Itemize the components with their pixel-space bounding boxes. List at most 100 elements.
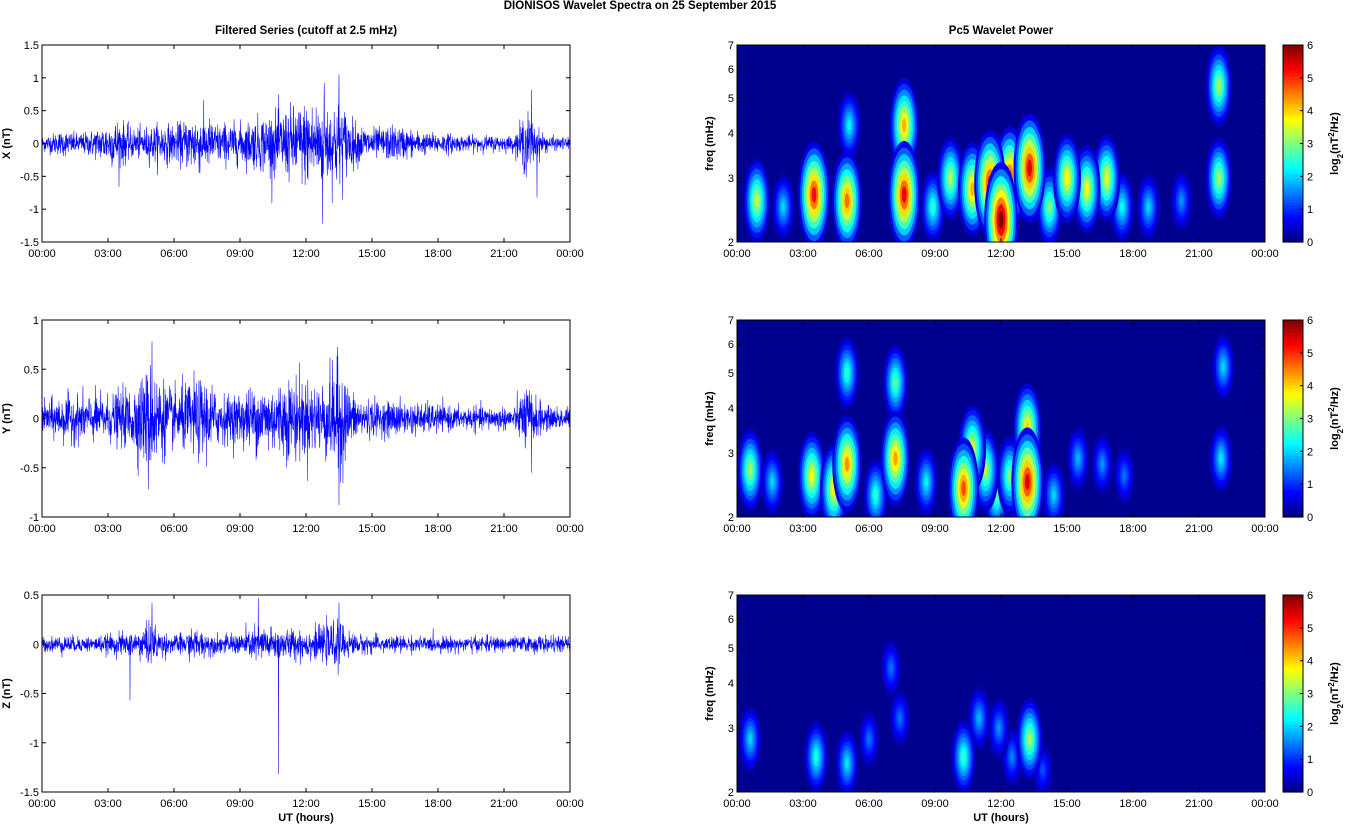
power-blob — [832, 415, 862, 513]
x-tick-label: 00:00 — [28, 248, 56, 260]
y-tick-label: 2 — [728, 237, 734, 249]
power-blob — [760, 447, 784, 516]
y-tick-label: 4 — [728, 678, 734, 690]
colorbar-label: log2(nT2/Hz) — [1327, 387, 1345, 450]
y-tick-label: 6 — [728, 339, 734, 351]
power-blobs — [738, 637, 1054, 792]
y-tick-label: 5 — [728, 368, 734, 380]
colorbar-tick-label: 1 — [1307, 479, 1313, 491]
power-blobs — [743, 45, 1232, 242]
power-blob — [797, 431, 826, 517]
y-tick-label: 3 — [728, 448, 734, 460]
x-tick-label: 03:00 — [94, 523, 122, 535]
colorbar-tick-label: 2 — [1307, 171, 1313, 183]
colorbar-tick-label: 1 — [1307, 754, 1313, 766]
y-tick-label: 0.5 — [24, 364, 39, 376]
x-tick-label: 03:00 — [94, 798, 122, 810]
colorbar-tick-label: 6 — [1307, 40, 1313, 52]
series-panel-2: -1 -0.5 0 0.5 1 Y (nT) 00:00 03:00 06:00 09:00 12:… — [1, 315, 584, 535]
series-line — [42, 597, 570, 775]
colorbar-tick-label: 2 — [1307, 446, 1313, 458]
power-blob — [1016, 697, 1043, 781]
x-tick-label: 03:00 — [789, 248, 817, 260]
colorbar-tick-label: 4 — [1307, 381, 1313, 393]
x-tick-label: 15:00 — [358, 523, 386, 535]
power-blob — [1209, 423, 1233, 494]
power-blob — [1042, 461, 1066, 517]
x-tick-label: 12:00 — [987, 798, 1015, 810]
power-blob — [832, 151, 862, 242]
x-tick-label: 15:00 — [358, 798, 386, 810]
y-tick-label: 0 — [33, 639, 39, 651]
x-tick-label: 21:00 — [490, 523, 518, 535]
x-tick-label: 00:00 — [1251, 798, 1279, 810]
y-axis-label: freq (mHz) — [704, 116, 716, 171]
power-blob — [987, 696, 1010, 760]
y-tick-label: 7 — [728, 315, 734, 327]
colorbar-label: log2(nT2/Hz) — [1327, 662, 1345, 725]
x-tick-label: 21:00 — [490, 248, 518, 260]
x-axis-label: UT (hours) — [973, 812, 1029, 824]
colorbar-tick-label: 6 — [1307, 315, 1313, 327]
power-blob — [863, 458, 888, 517]
power-blob — [1136, 172, 1160, 241]
x-tick-label: 03:00 — [94, 248, 122, 260]
colorbar: 0 1 2 3 4 5 6 log2(nT2/Hz) — [1282, 40, 1345, 249]
colorbar-tick-label: 4 — [1307, 656, 1313, 668]
colorbar-tick-label: 3 — [1307, 689, 1313, 701]
x-tick-label: 00:00 — [1251, 523, 1279, 535]
power-blob — [798, 141, 830, 242]
y-tick-label: 7 — [728, 40, 734, 52]
y-tick-label: 2 — [728, 787, 734, 799]
colorbar-tick-label: 1 — [1307, 204, 1313, 216]
power-blob — [737, 428, 764, 512]
y-tick-label: 2 — [728, 512, 734, 524]
y-tick-label: 0 — [33, 414, 39, 426]
power-blob — [1092, 134, 1121, 222]
colorbar-tick-label: 0 — [1307, 512, 1313, 524]
x-tick-label: 18:00 — [1119, 248, 1147, 260]
power-blob — [1113, 445, 1136, 507]
power-blob — [771, 172, 795, 241]
x-tick-label: 00:00 — [723, 248, 751, 260]
x-tick-label: 09:00 — [226, 798, 254, 810]
y-axis-label: X (nT) — [1, 128, 13, 159]
colorbar-tick-label: 0 — [1307, 787, 1313, 799]
power-blob — [1091, 432, 1114, 496]
series-line — [42, 341, 570, 506]
y-tick-label: 1.5 — [24, 40, 39, 52]
colorbar-label: log2(nT2/Hz) — [1327, 112, 1345, 175]
power-blob — [920, 169, 946, 242]
x-tick-label: 18:00 — [424, 798, 452, 810]
x-tick-label: 06:00 — [160, 798, 188, 810]
y-tick-label: 7 — [728, 590, 734, 602]
colorbar-tick-label: 0 — [1307, 237, 1313, 249]
x-tick-label: 12:00 — [292, 798, 320, 810]
y-tick-label: -0.5 — [20, 171, 39, 183]
power-blob — [837, 90, 862, 161]
y-tick-label: -1 — [29, 204, 39, 216]
power-blob — [1170, 169, 1193, 233]
x-tick-label: 06:00 — [855, 248, 883, 260]
x-tick-label: 00:00 — [28, 523, 56, 535]
power-blob — [1053, 133, 1081, 224]
y-tick-label: 4 — [728, 403, 734, 415]
x-tick-label: 06:00 — [855, 523, 883, 535]
x-tick-label: 03:00 — [789, 798, 817, 810]
y-tick-label: -1 — [29, 512, 39, 524]
y-tick-label: 0.5 — [24, 590, 39, 602]
x-tick-label: 21:00 — [490, 798, 518, 810]
power-blob — [889, 78, 919, 173]
x-tick-label: 09:00 — [921, 798, 949, 810]
x-tick-label: 15:00 — [1053, 523, 1081, 535]
x-tick-label: 00:00 — [28, 798, 56, 810]
y-axis-label: Y (nT) — [1, 403, 13, 434]
y-tick-label: 5 — [728, 643, 734, 655]
power-blob — [804, 720, 829, 792]
colorbar-tick-label: 6 — [1307, 590, 1313, 602]
y-tick-label: 0.5 — [24, 106, 39, 118]
y-tick-label: 5 — [728, 93, 734, 105]
power-blob — [1011, 427, 1044, 517]
x-tick-label: 18:00 — [1119, 523, 1147, 535]
y-tick-label: -0.5 — [20, 463, 39, 475]
